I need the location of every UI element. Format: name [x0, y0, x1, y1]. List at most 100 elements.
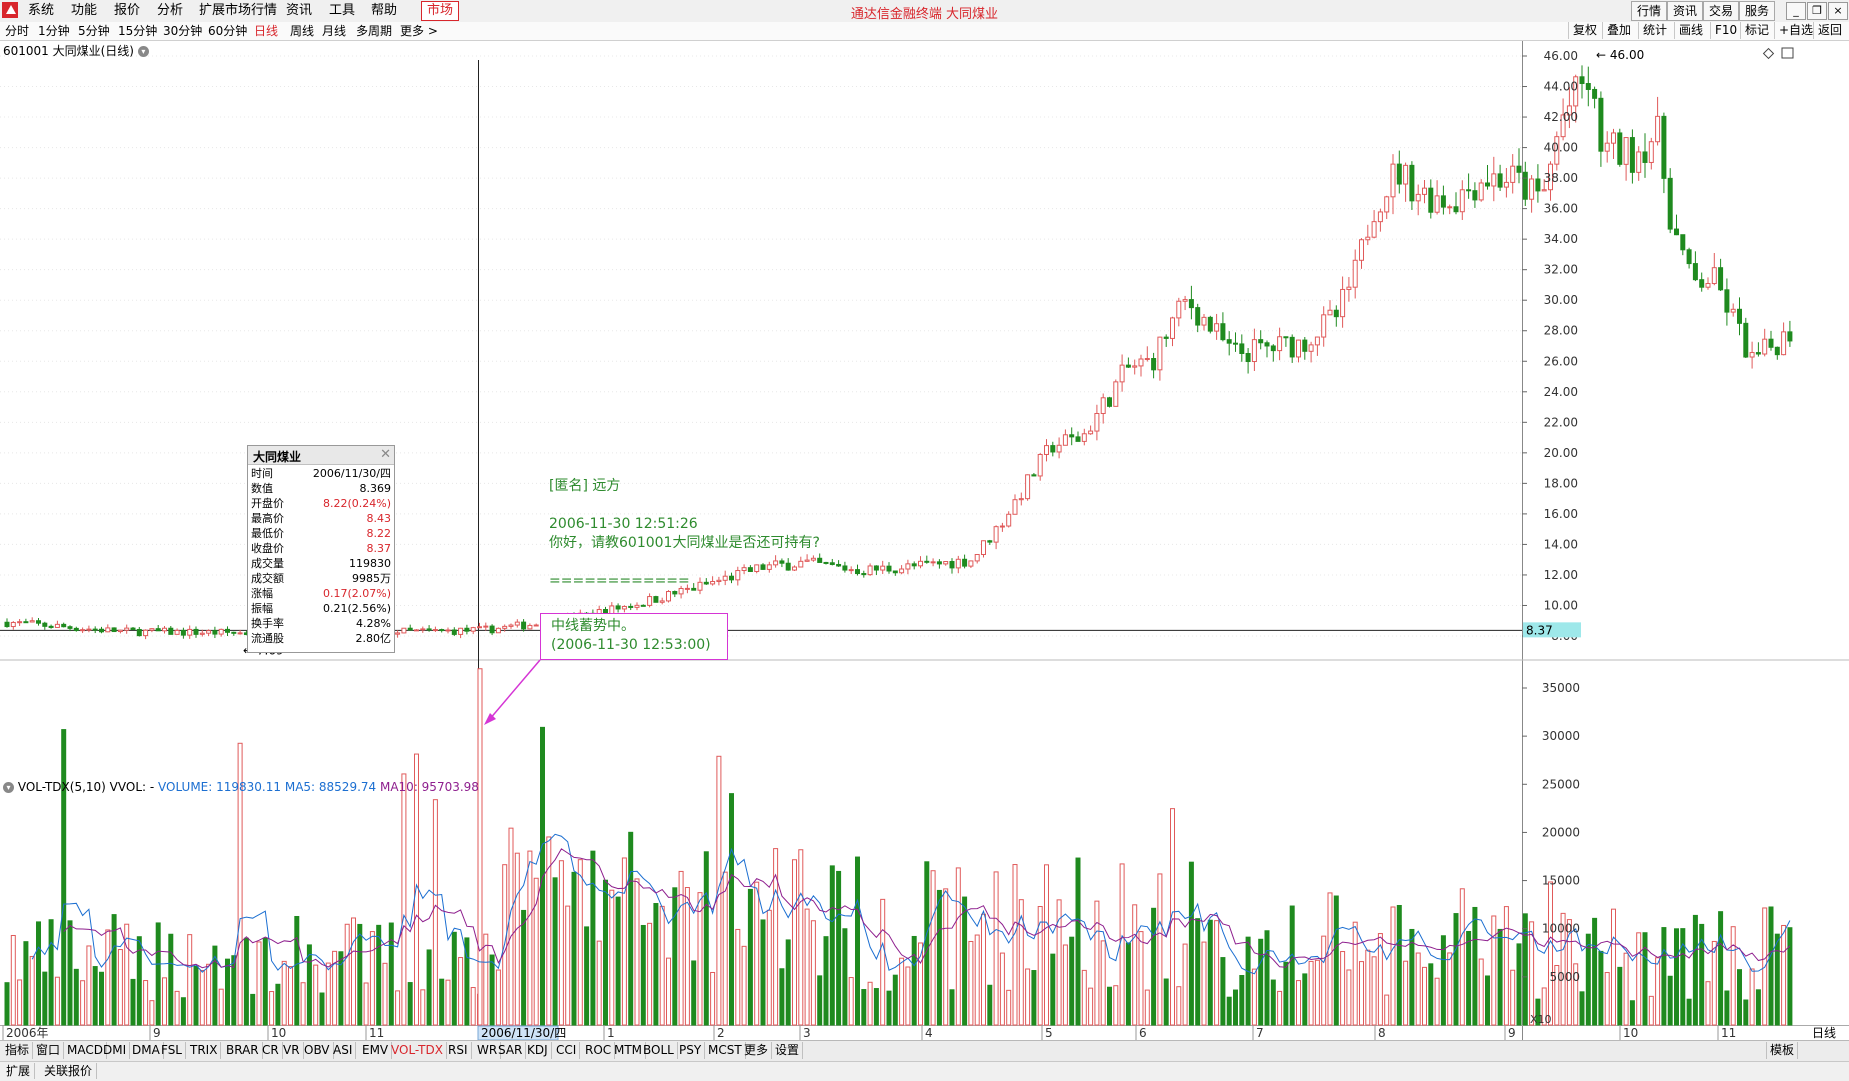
volume-bar: [1226, 996, 1232, 1026]
high-price-mark: ← 46.00: [1596, 48, 1644, 62]
volume-bar: [1258, 938, 1264, 1026]
menu-info[interactable]: 资讯: [286, 3, 313, 18]
indicator-tab-bar: [0, 1040, 1849, 1061]
period-more[interactable]: 更多 >: [400, 24, 438, 38]
tab-emv[interactable]: EMV: [359, 1042, 393, 1059]
btn-f10[interactable]: F10: [1710, 22, 1741, 39]
period-weekly[interactable]: 周线: [290, 24, 315, 38]
minimize-icon[interactable]: _: [1786, 2, 1806, 20]
menu-function[interactable]: 功能: [71, 3, 98, 18]
btn-overlay[interactable]: 叠加: [1602, 22, 1635, 39]
period-monthly[interactable]: 月线: [322, 24, 347, 38]
tab-kdj[interactable]: KDJ: [524, 1042, 552, 1059]
btn-draw[interactable]: 画线: [1674, 22, 1707, 39]
volume-bar: [1692, 914, 1698, 1026]
tab-obv[interactable]: OBV: [301, 1042, 334, 1059]
btn-back[interactable]: 返回: [1813, 22, 1846, 39]
volume-bar: [458, 957, 464, 1026]
top-btn-service[interactable]: 服务: [1739, 1, 1776, 21]
period-60min[interactable]: 60分钟: [208, 24, 248, 38]
kline-chart[interactable]: 46.00 44.00 42.00 40.00 38.00 36.00 34.00 32.00…: [0, 41, 1849, 1040]
btn-stats[interactable]: 统计: [1638, 22, 1671, 39]
tab-roc[interactable]: ROC: [582, 1042, 616, 1059]
tab-dmi[interactable]: DMI: [100, 1042, 131, 1059]
candle-body: [1522, 171, 1528, 200]
candle-body: [1686, 249, 1692, 265]
volume-bar: [1503, 906, 1509, 1026]
menu-analysis[interactable]: 分析: [157, 3, 184, 18]
price-tick-label: 34.00: [1544, 232, 1578, 246]
tab-mcst[interactable]: MCST: [705, 1042, 746, 1059]
menu-ext-market[interactable]: 扩展市场行情: [199, 3, 278, 18]
reply-callout[interactable]: 中线蓄势中。 (2006-11-30 12:53:00): [540, 613, 728, 660]
info-row: 最高价 8.43: [248, 511, 394, 526]
menu-system[interactable]: 系统: [28, 3, 55, 18]
period-1min[interactable]: 1分钟: [38, 24, 70, 38]
dropdown-icon[interactable]: ▾: [137, 46, 149, 57]
period-5min[interactable]: 5分钟: [78, 24, 110, 38]
candle-body: [1176, 300, 1182, 319]
tab-窗口[interactable]: 窗口: [33, 1042, 65, 1059]
menu-market[interactable]: 市场: [421, 1, 460, 21]
tab-boll[interactable]: BOLL: [640, 1042, 678, 1059]
top-btn-trade[interactable]: 交易: [1703, 1, 1740, 21]
volume-bar: [508, 827, 514, 1026]
tab-rsi[interactable]: RSI: [445, 1042, 472, 1059]
close-icon[interactable]: ✕: [380, 447, 391, 462]
cursor-date-label: 2006/11/30/四: [481, 1026, 566, 1040]
menu-tools[interactable]: 工具: [329, 3, 356, 18]
volume-bar: [1195, 918, 1201, 1026]
tab-dma[interactable]: DMA: [129, 1042, 164, 1059]
menu-quote[interactable]: 报价: [114, 3, 141, 18]
volume-bar: [117, 949, 123, 1026]
tab-指标[interactable]: 指标: [2, 1042, 34, 1059]
tab-设置[interactable]: 设置: [772, 1042, 804, 1059]
volume-bar: [659, 905, 665, 1026]
tab-vr[interactable]: VR: [280, 1042, 304, 1059]
period-daily[interactable]: 日线: [254, 24, 279, 38]
tab-trix[interactable]: TRIX: [187, 1042, 222, 1059]
tab-brar[interactable]: BRAR: [223, 1042, 263, 1059]
app-logo-icon[interactable]: [2, 2, 18, 18]
tab-template[interactable]: 模板: [1766, 1042, 1799, 1059]
period-30min[interactable]: 30分钟: [163, 24, 203, 38]
volume-ma10: MA10: 95703.98: [379, 780, 479, 794]
volume-bar: [1207, 919, 1213, 1026]
tab-vol-tdx[interactable]: VOL-TDX: [388, 1042, 447, 1059]
tab-wr[interactable]: WR: [474, 1042, 502, 1059]
menu-help[interactable]: 帮助: [371, 3, 398, 18]
tab-macd[interactable]: MACD: [64, 1042, 107, 1059]
volume-bar: [1214, 920, 1220, 1026]
volume-bar: [1365, 949, 1371, 1026]
btn-add-watchlist[interactable]: +自选: [1774, 22, 1817, 39]
dropdown-icon[interactable]: ▾: [3, 782, 14, 793]
restore-icon[interactable]: ❐: [1807, 2, 1827, 20]
tab-更多[interactable]: 更多: [741, 1042, 773, 1059]
top-btn-info[interactable]: 资讯: [1667, 1, 1704, 21]
volume-bar: [1686, 998, 1692, 1026]
tab-fsl[interactable]: FSL: [158, 1042, 186, 1059]
tab-cci[interactable]: CCI: [553, 1042, 581, 1059]
btn-mark[interactable]: 标记: [1740, 22, 1773, 39]
info-popup-header[interactable]: 大同煤业 ✕: [248, 446, 394, 465]
tab-sar[interactable]: SAR: [495, 1042, 527, 1059]
btn-adjust[interactable]: 复权: [1568, 22, 1601, 39]
candle-body: [1497, 173, 1503, 188]
top-btn-quote[interactable]: 行情: [1631, 1, 1668, 21]
tab-psy[interactable]: PSY: [676, 1042, 706, 1059]
period-multi[interactable]: 多周期: [356, 24, 393, 38]
status-tab-related[interactable]: 关联报价: [40, 1063, 98, 1079]
tab-mtm[interactable]: MTM: [611, 1042, 647, 1059]
volume-bar: [552, 877, 558, 1026]
candle-body: [836, 563, 842, 567]
period-15min[interactable]: 15分钟: [118, 24, 158, 38]
close-icon[interactable]: ×: [1828, 2, 1848, 20]
info-popup[interactable]: 大同煤业 ✕ 时间 2006/11/30/四 数值 8.369 开盘价 8.22(0.24…: [247, 445, 395, 653]
period-bar: [0, 22, 1849, 41]
tab-cr[interactable]: CR: [259, 1042, 283, 1059]
tab-asi[interactable]: ASI: [330, 1042, 357, 1059]
axes: 46.00 44.00 42.00 40.00 38.00 36.00 34.00 32.00…: [2, 47, 1836, 1040]
period-tick[interactable]: 分时: [5, 24, 30, 38]
status-tab-extend[interactable]: 扩展: [2, 1063, 36, 1079]
date-label: 9: [1508, 1026, 1516, 1040]
